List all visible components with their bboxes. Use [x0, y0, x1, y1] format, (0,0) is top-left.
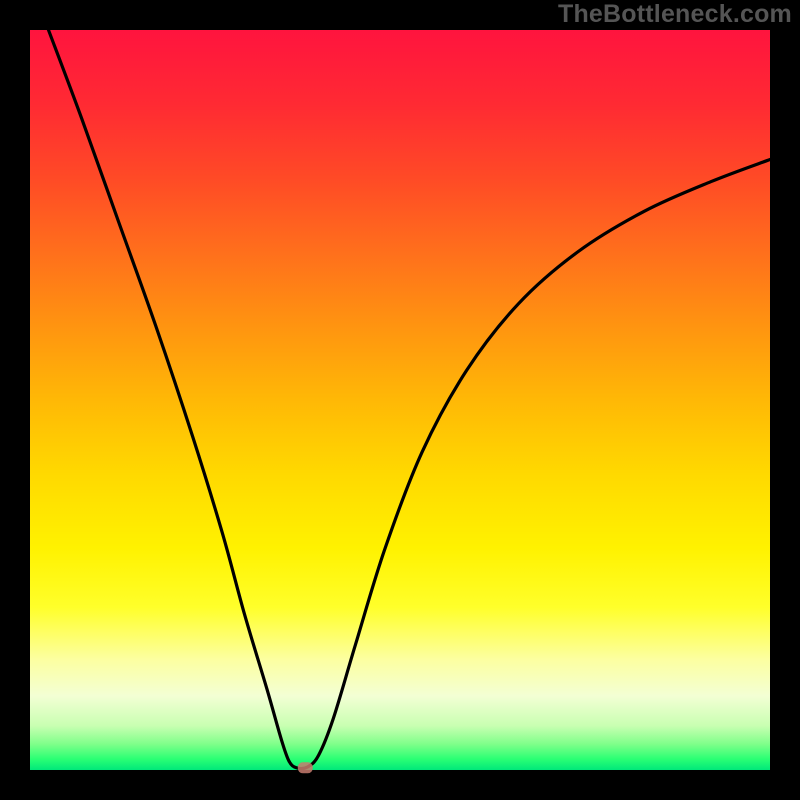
optimal-point-marker — [298, 762, 313, 773]
chart-stage: TheBottleneck.com — [0, 0, 800, 800]
watermark-text: TheBottleneck.com — [558, 0, 792, 29]
bottleneck-chart — [0, 0, 800, 800]
plot-area — [30, 30, 770, 770]
